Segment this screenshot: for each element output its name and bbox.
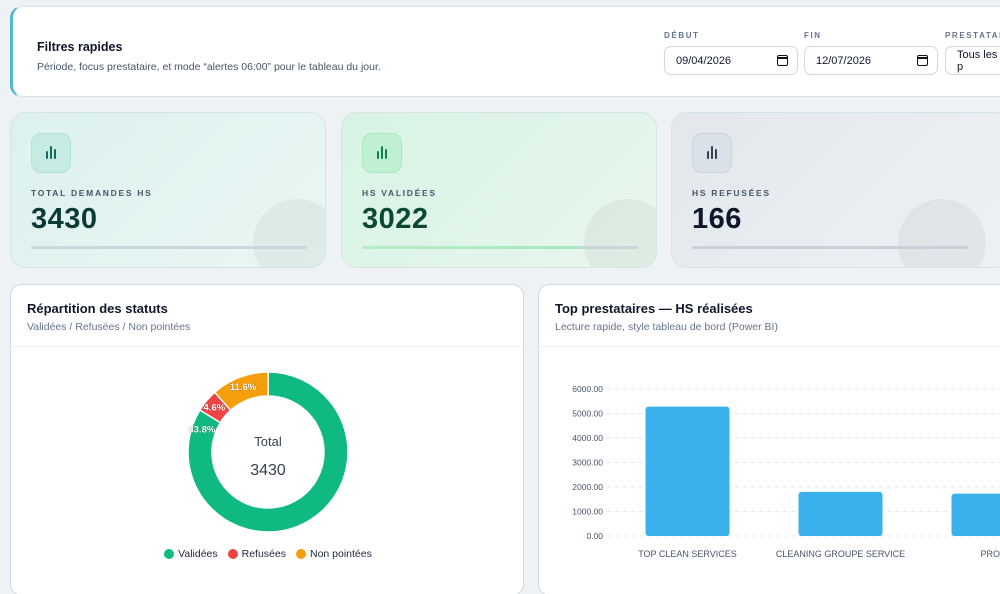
bar-chart-icon bbox=[31, 133, 71, 173]
donut-slice-non-point-es[interactable] bbox=[213, 371, 269, 412]
bar-chart-icon bbox=[692, 133, 732, 173]
kpi-label: HS validées bbox=[362, 188, 437, 198]
kpi-value: 3022 bbox=[362, 203, 429, 235]
start-date-input[interactable]: 09/04/2026 bbox=[664, 46, 798, 75]
bar-pron[interactable] bbox=[951, 493, 1000, 536]
legend-dot bbox=[295, 549, 306, 559]
legend-dot bbox=[164, 549, 175, 559]
x-tick-label: TOP CLEAN SERVICES bbox=[638, 549, 737, 557]
y-tick-label: 4000.00 bbox=[572, 433, 603, 443]
bar-cleaning-groupe-service[interactable] bbox=[798, 491, 883, 536]
quick-filters-panel: Filtres rapides Période, focus prestatai… bbox=[10, 6, 1000, 97]
kpi-label: HS refusées bbox=[692, 188, 771, 198]
top-providers-panel: Top prestataires — HS réalisées Lecture … bbox=[538, 284, 1000, 594]
end-date-label: Fin bbox=[804, 31, 822, 40]
decorative-circle bbox=[584, 199, 656, 267]
kpi-label: Total demandes HS bbox=[31, 188, 153, 198]
panel-subtitle: Validées / Refusées / Non pointées bbox=[27, 321, 191, 333]
status-distribution-panel: Répartition des statuts Validées / Refus… bbox=[10, 284, 524, 594]
filters-subtitle: Période, focus prestataire, et mode “ale… bbox=[37, 61, 381, 73]
donut-legend: Validées Refusées Non pointées bbox=[11, 548, 523, 560]
start-date-value: 09/04/2026 bbox=[676, 54, 732, 67]
y-tick-label: 0.00 bbox=[586, 531, 603, 541]
start-date-label: Début bbox=[664, 31, 700, 40]
kpi-value: 3430 bbox=[31, 203, 98, 235]
legend-label: Refusées bbox=[241, 548, 286, 560]
legend-dot bbox=[227, 549, 238, 559]
y-tick-label: 2000.00 bbox=[572, 482, 603, 492]
kpi-card-total: Total demandes HS 3430 bbox=[10, 112, 326, 268]
status-donut-chart: 83.8% 4.6% 11.6% Total 3430 bbox=[187, 371, 349, 533]
donut-data-label: 11.6% bbox=[230, 382, 257, 393]
decorative-circle bbox=[253, 199, 325, 267]
kpi-card-validated: HS validées 3022 bbox=[341, 112, 657, 268]
panel-subtitle: Lecture rapide, style tableau de bord (P… bbox=[555, 321, 778, 333]
panel-title: Top prestataires — HS réalisées bbox=[555, 301, 753, 316]
legend-label: Non pointées bbox=[309, 548, 372, 560]
filters-title: Filtres rapides bbox=[37, 40, 123, 54]
donut-center-label: Total bbox=[254, 434, 282, 449]
panel-header: Top prestataires — HS réalisées Lecture … bbox=[539, 285, 1000, 347]
bar-chart-icon bbox=[362, 133, 402, 173]
donut-data-label: 83.8% bbox=[188, 425, 215, 436]
kpi-progress-track bbox=[692, 246, 968, 249]
y-tick-label: 3000.00 bbox=[572, 458, 603, 468]
donut-slice-valid-es[interactable] bbox=[187, 371, 349, 533]
y-tick-label: 5000.00 bbox=[572, 409, 603, 419]
panel-title: Répartition des statuts bbox=[27, 301, 168, 316]
x-tick-label: CLEANING GROUPE SERVICE bbox=[776, 549, 905, 557]
provider-select[interactable]: Tous les p bbox=[945, 46, 1000, 75]
provider-value: Tous les p bbox=[957, 48, 998, 73]
kpi-value: 166 bbox=[692, 203, 742, 235]
end-date-group: Fin 12/07/2026 bbox=[804, 31, 938, 75]
donut-data-label: 4.6% bbox=[204, 403, 226, 414]
y-tick-label: 6000.00 bbox=[572, 384, 603, 394]
decorative-circle bbox=[898, 199, 986, 267]
legend-item-validated[interactable]: Validées bbox=[164, 548, 218, 560]
start-date-group: Début 09/04/2026 bbox=[664, 31, 798, 75]
legend-item-refused[interactable]: Refusées bbox=[227, 548, 286, 560]
bar-top-clean-services[interactable] bbox=[645, 406, 730, 536]
panel-header: Répartition des statuts Validées / Refus… bbox=[11, 285, 523, 347]
calendar-icon[interactable] bbox=[917, 55, 928, 66]
kpi-card-refused: HS refusées 166 bbox=[671, 112, 1000, 268]
kpi-progress-track bbox=[31, 246, 307, 249]
provider-group: Prestataire Tous les p bbox=[945, 31, 1000, 75]
donut-center-value: 3430 bbox=[250, 462, 286, 479]
end-date-value: 12/07/2026 bbox=[816, 54, 872, 67]
y-tick-label: 1000.00 bbox=[572, 507, 603, 517]
x-tick-label: PRON bbox=[980, 549, 1000, 557]
legend-item-not-clocked[interactable]: Non pointées bbox=[295, 548, 372, 560]
end-date-input[interactable]: 12/07/2026 bbox=[804, 46, 938, 75]
provider-label: Prestataire bbox=[945, 31, 1000, 40]
calendar-icon[interactable] bbox=[777, 55, 788, 66]
kpi-progress-track bbox=[362, 246, 638, 249]
top-providers-bar-chart: 0.00 1000.00 2000.00 3000.00 4000.00 5000.00 6… bbox=[572, 384, 1000, 557]
legend-label: Validées bbox=[178, 548, 218, 560]
